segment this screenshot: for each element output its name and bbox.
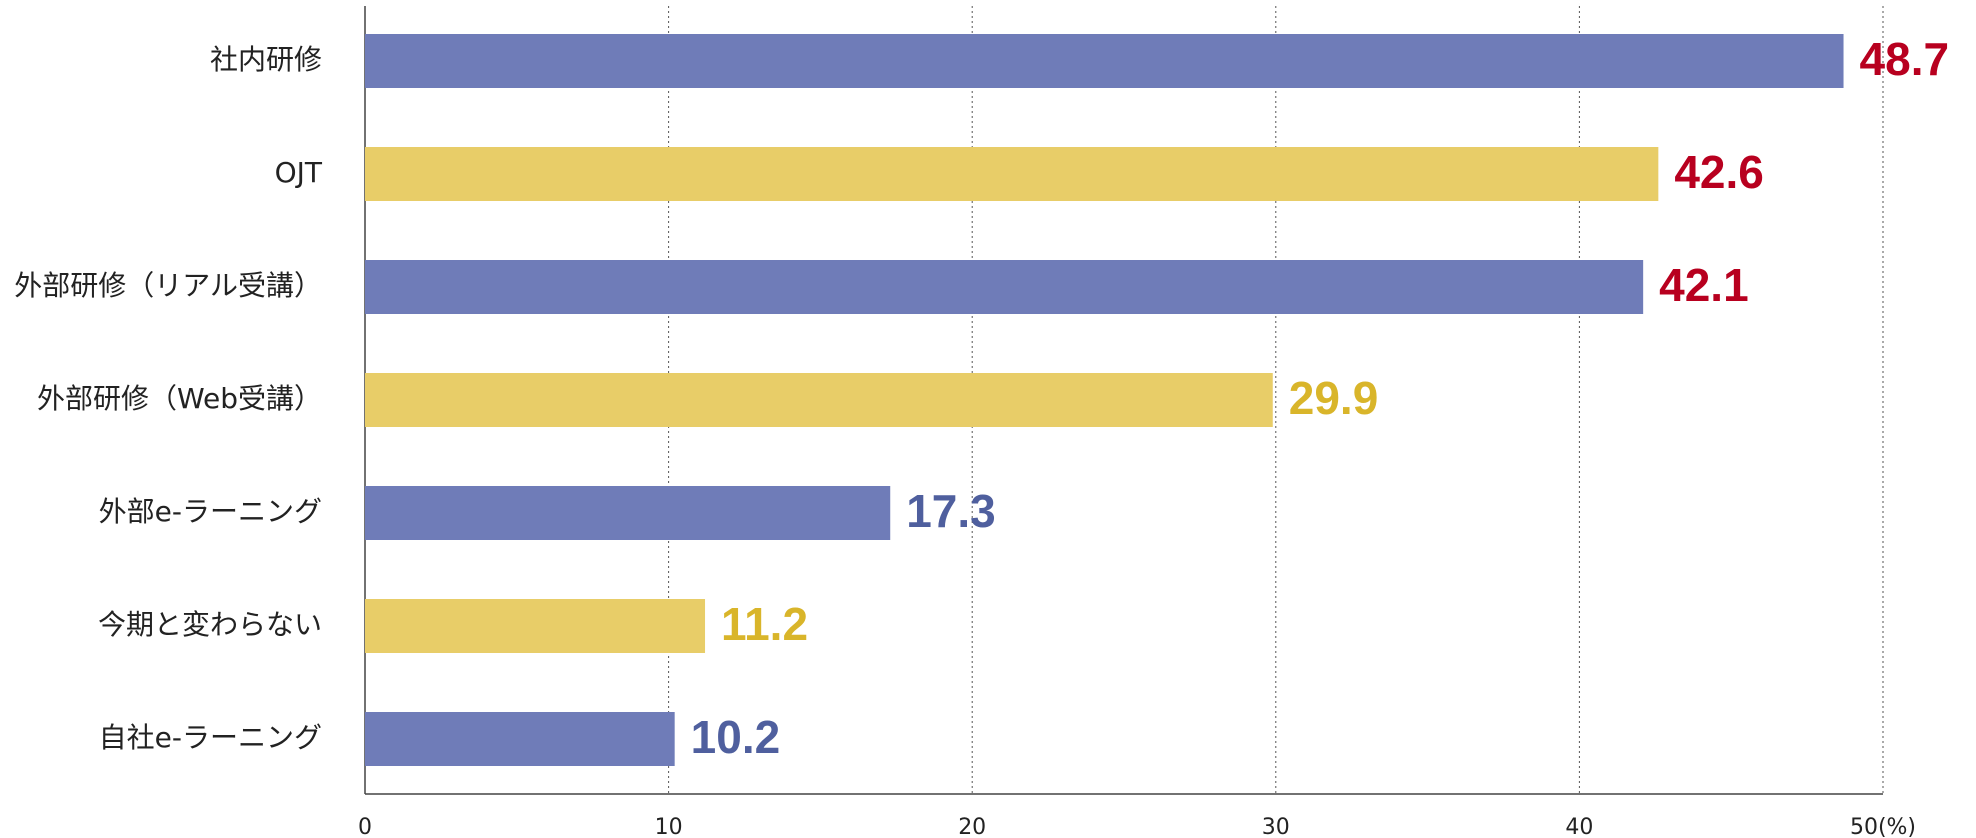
- value-label: 17.3: [906, 485, 996, 537]
- bar: [365, 260, 1644, 314]
- x-tick-label: 50(%): [1850, 815, 1916, 838]
- x-tick-label: 0: [358, 815, 372, 838]
- y-tick-label: OJT: [275, 156, 323, 189]
- bar: [365, 34, 1844, 88]
- y-tick-label: 社内研修: [210, 43, 322, 76]
- value-label: 48.7: [1860, 33, 1950, 85]
- bar: [365, 599, 706, 653]
- value-label: 10.2: [691, 711, 781, 763]
- value-label: 11.2: [721, 598, 808, 650]
- y-tick-label: 外部e-ラーニング: [99, 495, 322, 528]
- x-tick-label: 40: [1565, 815, 1593, 838]
- bar: [365, 147, 1659, 201]
- bar: [365, 373, 1273, 427]
- y-tick-label: 自社e-ラーニング: [99, 721, 322, 754]
- y-tick-label: 今期と変わらない: [98, 608, 322, 641]
- bar: [365, 486, 891, 540]
- bar: [365, 712, 675, 766]
- value-label: 42.1: [1659, 259, 1749, 311]
- x-tick-label: 20: [958, 815, 986, 838]
- y-tick-label: 外部研修（リアル受講）: [14, 269, 322, 302]
- x-tick-label: 10: [655, 815, 683, 838]
- value-label: 29.9: [1289, 372, 1379, 424]
- y-tick-label: 外部研修（Web受講）: [37, 382, 322, 415]
- x-tick-label: 30: [1262, 815, 1290, 838]
- value-label: 42.6: [1674, 146, 1764, 198]
